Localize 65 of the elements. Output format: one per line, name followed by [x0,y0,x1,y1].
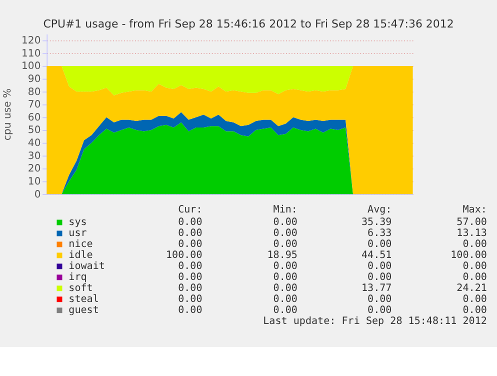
chart-title: CPU#1 usage - from Fri Sep 28 15:46:16 2012 to Fri Sep 28 15:47:36 2012 [43,18,454,31]
legend-label: nice [68,239,93,250]
text: 0.00 [368,261,392,272]
text: 0.00 [178,228,202,240]
text: 6.33 [368,228,392,240]
text: 44.51 [361,250,392,262]
text: 0.00 [178,217,202,228]
text: 13.77 [361,283,392,294]
text: 0.00 [178,261,202,272]
y-tick-label: 30 [28,150,41,162]
y-tick-label: 80 [28,86,41,98]
text: 0.00 [368,294,392,306]
text: 0.00 [178,272,202,284]
y-tick-label: 110 [22,48,41,60]
text: 0.00 [462,261,487,272]
text: 0.00 [273,272,298,284]
text: 0.00 [273,294,298,306]
y-tick-label: 90 [28,74,41,85]
text: 24.21 [456,283,487,294]
legend-label: soft [68,283,93,294]
text: 0.00 [178,294,202,306]
y-axis-title: cpu use % [2,88,14,140]
text: 18.95 [267,250,298,262]
text: 100.00 [450,250,487,262]
text: 0.00 [462,294,487,306]
y-tick-label: 40 [28,138,41,150]
text: 0.00 [273,283,298,294]
text: 0.00 [273,228,298,240]
text: 0.00 [368,239,392,250]
legend-label: iowait [68,261,105,272]
y-tick-label: 0 [34,189,41,200]
y-tick-label: 100 [22,61,41,72]
y-tick-label: 20 [28,164,41,175]
text: 13.13 [456,228,487,240]
legend-label: sys [68,217,87,228]
text: 35.39 [361,217,392,228]
text: 0.00 [368,272,392,284]
y-tick-label: 50 [28,125,41,136]
text: 0.00 [273,305,298,316]
text: Avg: [368,204,392,216]
text: 0.00 [368,305,392,316]
text: 0.00 [178,283,202,294]
legend-label: steal [68,294,99,306]
text: Max: [462,204,487,216]
y-tick-label: 10 [28,176,41,188]
text: 0.00 [462,239,487,250]
text: 0.00 [462,272,487,284]
text: 0.00 [178,239,202,250]
text: 0.00 [273,261,298,272]
text: Last update: Fri Sep 28 15:48:11 2012 [263,316,487,328]
text: 100.00 [166,250,202,262]
text: 0.00 [273,217,298,228]
text: Min: [273,204,298,216]
text: 57.00 [456,217,487,228]
y-tick-label: 60 [28,112,41,124]
legend-label: irq [68,272,87,284]
legend-label: guest [68,305,99,316]
text: 0.00 [462,305,487,316]
text: 0.00 [273,239,298,250]
legend-label: idle [68,250,93,262]
legend-label: usr [68,228,87,240]
y-tick-label: 120 [22,36,41,47]
y-tick-label: 70 [28,100,41,111]
text: Cur: [178,204,202,216]
text: 0.00 [178,305,202,316]
